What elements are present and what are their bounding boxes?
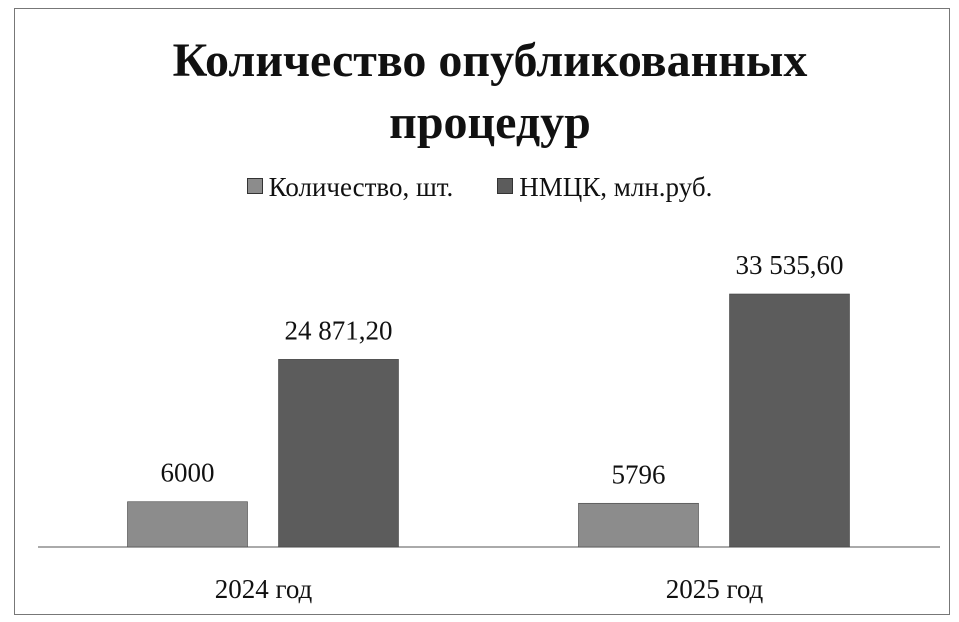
bar (578, 502, 699, 548)
x-tick-label: 2024 год (215, 574, 313, 604)
legend-label: НМЦК, млн.руб. (519, 172, 713, 202)
legend-item: Количество, шт. (246, 172, 454, 203)
legend: Количество, шт. НМЦК, млн.руб. (0, 172, 959, 203)
chart-title: Количество опубликованных процедур (172, 34, 808, 149)
data-label: 33 535,60 (736, 250, 844, 280)
bar (127, 501, 248, 548)
data-label: 5796 (612, 459, 666, 489)
data-label: 6000 (161, 458, 215, 488)
bar (278, 359, 399, 548)
legend-swatch (246, 178, 263, 194)
x-tick-label: 2025 год (666, 574, 764, 604)
chart-frame (14, 8, 950, 615)
legend-swatch (497, 178, 514, 194)
bar (729, 293, 850, 548)
legend-label: Количество, шт. (268, 172, 454, 202)
legend-item: НМЦК, млн.руб. (497, 172, 712, 203)
data-label: 24 871,20 (285, 315, 393, 345)
